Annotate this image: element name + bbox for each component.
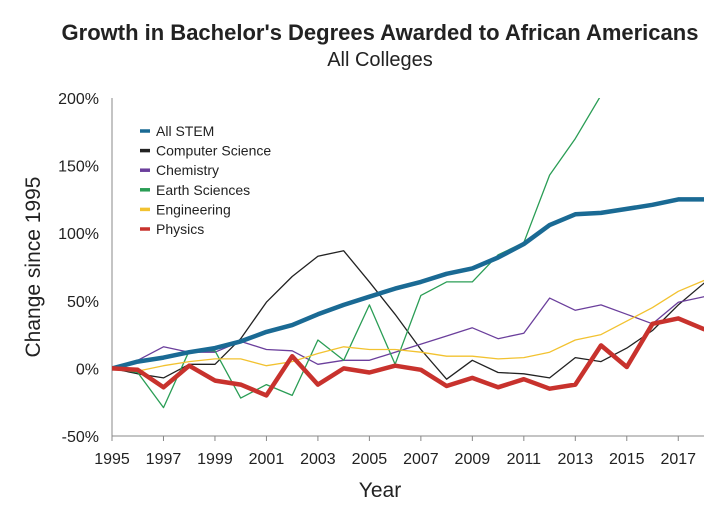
series-line-engineering [112, 279, 704, 372]
legend-label-computer-science: Computer Science [156, 143, 271, 159]
x-tick-label: 2011 [507, 451, 542, 468]
x-tick-label: 2007 [403, 451, 439, 468]
x-tick-label: 2005 [352, 451, 388, 468]
y-tick-label: 150% [58, 159, 99, 176]
y-axis-label: Change since 1995 [22, 177, 45, 358]
series-line-computer-science [112, 250, 704, 380]
x-tick-label: 2009 [455, 451, 491, 468]
x-tick-label: 1995 [94, 451, 130, 468]
y-tick-label: 100% [58, 226, 99, 243]
legend-label-earth-sciences: Earth Sciences [156, 182, 250, 198]
x-tick-label: 2015 [609, 451, 645, 468]
legend-label-physics: Physics [156, 221, 204, 237]
x-tick-label: 2013 [558, 451, 594, 468]
x-tick-label: 2003 [300, 451, 336, 468]
y-tick-label: 200% [58, 91, 99, 108]
legend-label-all-stem: All STEM [156, 123, 214, 139]
x-tick-label: 1997 [146, 451, 182, 468]
series-line-chemistry [112, 296, 704, 370]
y-ticks: -50% 0% 50% 100% 150% 200% [58, 91, 99, 446]
x-ticks: 1995 1997 1999 2001 2003 2005 2007 2009 2011 2013… [94, 436, 696, 468]
chart-subtitle: All Colleges [327, 49, 433, 71]
chart-title: Growth in Bachelor's Degrees Awarded to … [62, 20, 699, 45]
x-tick-label: 1999 [197, 451, 233, 468]
x-tick-label: 2001 [249, 451, 285, 468]
x-axis-label: Year [359, 479, 401, 502]
series-line-all-stem [112, 197, 704, 371]
legend-label-engineering: Engineering [156, 201, 231, 217]
legend: All STEM Computer Science Chemistry Earth S… [140, 123, 271, 237]
y-tick-label: 50% [67, 294, 99, 311]
series-layer [112, 98, 704, 409]
x-tick-label: 2017 [660, 451, 696, 468]
y-tick-label: 0% [76, 361, 99, 378]
y-tick-label: -50% [62, 429, 99, 446]
legend-label-chemistry: Chemistry [156, 162, 219, 178]
series-line-physics [112, 316, 704, 398]
axes [111, 98, 704, 437]
